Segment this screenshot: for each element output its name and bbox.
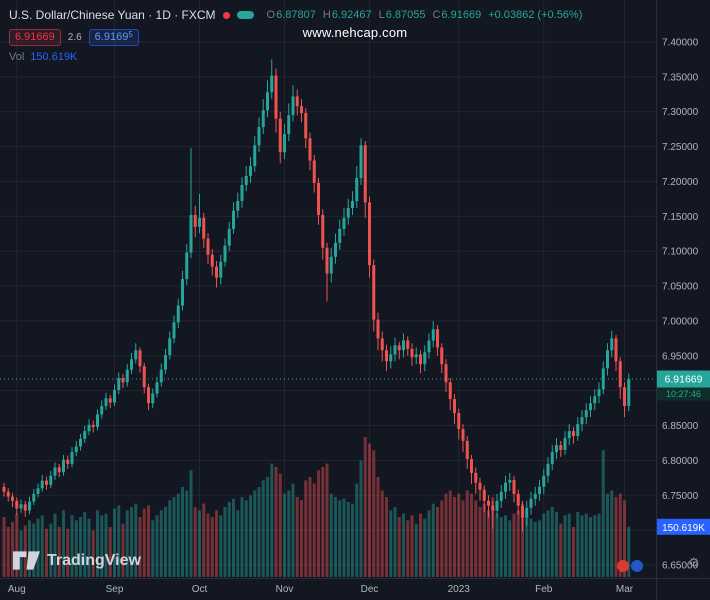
svg-text:6.91669: 6.91669 <box>665 374 703 386</box>
svg-text:Feb: Feb <box>535 584 553 595</box>
svg-text:7.05000: 7.05000 <box>662 282 699 293</box>
svg-text:Aug: Aug <box>8 584 26 595</box>
open-label: O <box>266 9 276 21</box>
high-value: 6.92467 <box>331 9 372 21</box>
svg-text:7.40000: 7.40000 <box>662 38 699 49</box>
svg-text:6.95000: 6.95000 <box>662 351 699 362</box>
market-status-dot-icon <box>222 11 230 19</box>
volume-value: 150.619K <box>30 51 78 63</box>
candles-layer <box>2 59 631 532</box>
tradingview-logo-icon <box>13 551 40 570</box>
svg-text:7.10000: 7.10000 <box>662 247 699 258</box>
svg-text:6.65000: 6.65000 <box>662 561 699 572</box>
chart-legend: U.S. Dollar/Chinese Yuan · 1D · FXCM O 6.… <box>9 7 582 63</box>
volume-axis-label: 150.619K <box>657 518 710 535</box>
spread-value: 2.6 <box>67 32 82 43</box>
svg-text:7.30000: 7.30000 <box>662 107 699 118</box>
time-axis[interactable]: Aug Sep Oct Nov Dec 2023 Feb Mar <box>8 584 634 595</box>
svg-text:Nov: Nov <box>276 584 294 595</box>
tradingview-logo-text: TradingView <box>47 551 141 569</box>
legend-row-bidask: 6.91669 2.6 6.9169 5 <box>9 29 582 46</box>
close-value: 6.91669 <box>441 9 482 21</box>
legend-row-volume: Vol 150.619K <box>9 51 582 63</box>
low-value: 6.87055 <box>385 9 426 21</box>
svg-text:6.75000: 6.75000 <box>662 491 699 502</box>
volume-bars <box>2 437 631 577</box>
settings-gear-icon[interactable]: ⚙ <box>688 555 700 570</box>
svg-text:6.80000: 6.80000 <box>662 456 699 467</box>
sell-price-button[interactable]: 6.91669 <box>9 29 61 46</box>
svg-text:7.15000: 7.15000 <box>662 212 699 223</box>
svg-text:Sep: Sep <box>106 584 124 595</box>
svg-text:6.85000: 6.85000 <box>662 421 699 432</box>
open-value: 6.87807 <box>276 9 316 21</box>
red-circle-icon <box>617 560 629 572</box>
brand-circles <box>617 560 643 572</box>
svg-text:10:27:46: 10:27:46 <box>666 389 701 399</box>
svg-text:Oct: Oct <box>192 584 208 595</box>
symbol-title[interactable]: U.S. Dollar/Chinese Yuan · 1D · FXCM <box>9 8 216 22</box>
blue-circle-icon <box>631 560 643 572</box>
svg-text:7.00000: 7.00000 <box>662 316 699 327</box>
svg-text:7.25000: 7.25000 <box>662 142 699 153</box>
ohlc-readout: O 6.87807 H 6.92467 L 6.87055 C 6.91669 +0.0… <box>267 9 583 21</box>
high-label: H <box>322 9 331 21</box>
buy-price-button[interactable]: 6.9169 5 <box>88 29 139 46</box>
tradingview-logo[interactable]: TradingView <box>13 551 141 570</box>
market-status-pill-icon <box>236 11 254 19</box>
svg-text:7.35000: 7.35000 <box>662 72 699 83</box>
low-label: L <box>378 9 385 21</box>
svg-text:7.20000: 7.20000 <box>662 177 699 188</box>
svg-text:150.619K: 150.619K <box>662 523 705 534</box>
volume-label: Vol <box>9 51 25 63</box>
svg-text:2023: 2023 <box>448 584 471 595</box>
last-price-axis-label: 6.91669 10:27:46 <box>657 370 710 401</box>
close-label: C <box>432 9 441 21</box>
change-value: +0.03862 (+0.56%) <box>488 9 583 21</box>
grid-lines <box>0 0 656 578</box>
svg-text:Mar: Mar <box>616 584 634 595</box>
legend-row-symbol: U.S. Dollar/Chinese Yuan · 1D · FXCM O 6.… <box>9 7 582 23</box>
svg-text:Dec: Dec <box>361 584 379 595</box>
